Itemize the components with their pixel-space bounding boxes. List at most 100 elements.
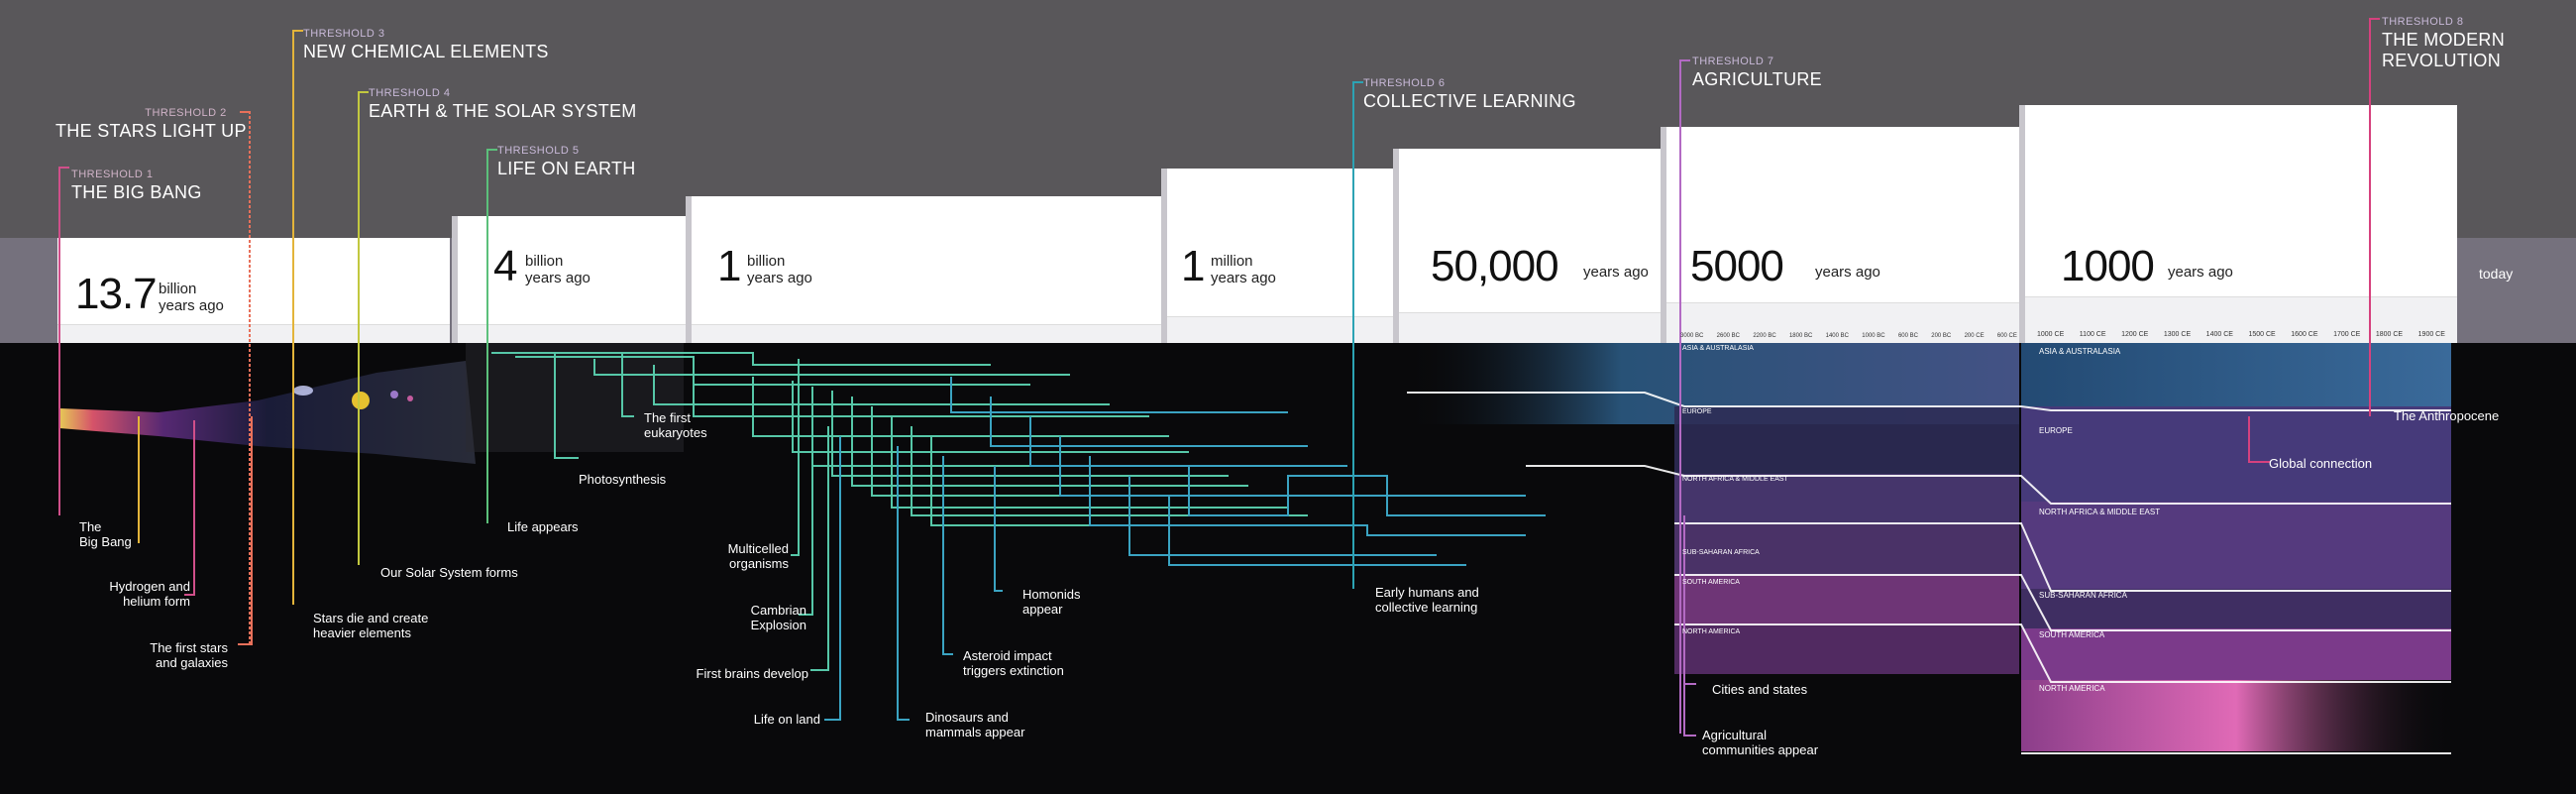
region-samerica-modern xyxy=(2021,628,2451,680)
event-first-stars: The first stars and galaxies xyxy=(150,640,228,670)
tick: 1000 CE xyxy=(2037,331,2065,338)
event-global-connection: Global connection xyxy=(2269,456,2373,471)
event-cities-states: Cities and states xyxy=(1712,682,1808,697)
event-cambrian: Cambrian Explosion xyxy=(750,603,806,632)
threshold-name: THE BIG BANG xyxy=(71,182,202,202)
threshold-name: COLLECTIVE LEARNING xyxy=(1363,91,1576,111)
threshold-3: THRESHOLD 3 NEW CHEMICAL ELEMENTS xyxy=(303,28,549,62)
ticks-5000: 3000 BC 2600 BC 2200 BC 1800 BC 1400 BC … xyxy=(1680,333,2017,339)
threshold-6-tick xyxy=(1353,81,1363,83)
threshold-number: THRESHOLD 4 xyxy=(369,87,451,99)
tick: 1500 CE xyxy=(2248,331,2276,338)
sun-icon xyxy=(352,392,370,409)
threshold-number: THRESHOLD 5 xyxy=(497,145,580,157)
threshold-number: THRESHOLD 7 xyxy=(1692,56,1774,67)
panel-scale-strip xyxy=(1666,302,2023,343)
event-early-humans: Early humans and collective learning xyxy=(1375,585,1479,615)
tick: 1600 CE xyxy=(2291,331,2318,338)
panel-4-billion: 4 billion years ago xyxy=(452,216,690,343)
tick: 200 BC xyxy=(1931,333,1952,339)
galaxy-icon xyxy=(293,386,313,396)
panel-unit: billion years ago xyxy=(525,253,590,286)
tick: 1200 CE xyxy=(2121,331,2149,338)
tick: 1300 CE xyxy=(2163,331,2192,338)
panel-big-number: 5000 xyxy=(1690,242,1784,290)
threshold-number: THRESHOLD 8 xyxy=(2382,16,2464,28)
panel-1-million: 1 million years ago xyxy=(1161,169,1397,343)
event-life-on-land: Life on land xyxy=(753,712,820,727)
region-samerica-band xyxy=(1674,575,2019,624)
region-ssafrica-band xyxy=(1674,523,2019,575)
threshold-name: THE MODERN REVOLUTION xyxy=(2382,30,2505,70)
region-label: SUB-SAHARAN AFRICA xyxy=(2039,591,2127,600)
panel-big-number: 1000 xyxy=(2061,242,2155,290)
panel-unit: years ago xyxy=(2168,264,2233,281)
region-label: SOUTH AMERICA xyxy=(1682,579,1740,586)
tick: 3000 BC xyxy=(1680,333,1704,339)
region-label: NORTH AMERICA xyxy=(2039,684,2105,693)
region-label: ASIA & AUSTRALASIA xyxy=(1682,345,1754,352)
event-big-bang: The Big Bang xyxy=(79,519,132,549)
panel-big-number: 50,000 xyxy=(1431,242,1559,290)
tick: 600 BC xyxy=(1897,333,1918,339)
threshold-2: THRESHOLD 2 THE STARS LIGHT UP xyxy=(55,107,247,142)
event-dinosaurs: Dinosaurs and mammals appear xyxy=(925,710,1025,739)
panel-13-7-billion: 13.7 billion years ago xyxy=(57,238,450,343)
event-hydrogen-helium: Hydrogen and helium form xyxy=(109,579,190,609)
region-label: SOUTH AMERICA xyxy=(2039,630,2105,639)
threshold-4: THRESHOLD 4 EARTH & THE SOLAR SYSTEM xyxy=(369,87,637,122)
event-pointers xyxy=(138,353,2271,737)
threshold-name: LIFE ON EARTH xyxy=(497,159,636,178)
panel-scale-strip xyxy=(458,324,690,343)
threshold-8: THRESHOLD 8 THE MODERN REVOLUTION xyxy=(2382,16,2540,71)
region-label: ASIA & AUSTRALASIA xyxy=(2039,347,2121,356)
event-anthropocene: The Anthropocene xyxy=(2394,408,2500,423)
panel-50000: 50,000 years ago xyxy=(1393,149,1663,343)
region-europe-band xyxy=(1674,406,2019,474)
threshold-number: THRESHOLD 2 xyxy=(145,107,227,119)
region-nafrica-modern xyxy=(2021,502,2451,589)
panel-1-billion: 1 billion years ago xyxy=(686,196,1165,343)
threshold-7: THRESHOLD 7 AGRICULTURE xyxy=(1692,56,1822,90)
threshold-4-tick xyxy=(359,91,369,93)
tree-of-life-blue xyxy=(950,377,1546,566)
panel-unit: years ago xyxy=(1583,264,1649,281)
tick: 1100 CE xyxy=(2079,331,2106,338)
threshold-3-tick xyxy=(293,30,303,32)
panel-scale-strip xyxy=(1399,312,1663,343)
planet-icon xyxy=(390,391,398,398)
tick: 200 CE xyxy=(1964,333,1985,339)
region-label: NORTH AFRICA & MIDDLE EAST xyxy=(2039,508,2161,516)
event-homonids: Homonids appear xyxy=(1022,587,1081,617)
region-nafrica-band xyxy=(1674,474,2019,523)
panel-1000: 1000 years ago xyxy=(2019,105,2457,343)
threshold-1-tick xyxy=(59,167,69,169)
threshold-name: NEW CHEMICAL ELEMENTS xyxy=(303,42,549,61)
threshold-5-tick xyxy=(487,149,497,151)
tick: 1400 BC xyxy=(1825,333,1849,339)
cosmos-band xyxy=(59,361,476,464)
panel-5000: 5000 years ago xyxy=(1661,127,2023,343)
threshold-name: EARTH & THE SOLAR SYSTEM xyxy=(369,101,637,121)
threshold-8-tick xyxy=(2370,18,2380,20)
event-first-brains: First brains develop xyxy=(696,666,808,681)
region-europe-modern xyxy=(2021,406,2451,502)
region-label: NORTH AFRICA & MIDDLE EAST xyxy=(1682,476,1788,483)
tick: 1800 CE xyxy=(2375,331,2404,338)
tick: 1400 CE xyxy=(2205,331,2233,338)
event-asteroid: Asteroid impact triggers extinction xyxy=(963,648,1064,678)
today-label: today xyxy=(2479,266,2514,282)
threshold-6: THRESHOLD 6 COLLECTIVE LEARNING xyxy=(1363,77,1576,112)
panel-scale-strip xyxy=(692,324,1165,343)
region-label: NORTH AMERICA xyxy=(1682,628,1741,635)
panel-scale-strip xyxy=(1167,316,1397,343)
event-agricultural: Agricultural communities appear xyxy=(1702,728,1819,757)
threshold-7-tick xyxy=(1680,59,1690,61)
ticks-1000: 1000 CE 1100 CE 1200 CE 1300 CE 1400 CE … xyxy=(2037,331,2445,338)
tick: 600 CE xyxy=(1996,333,2017,339)
panel-big-number: 4 xyxy=(493,242,518,290)
event-stars-die: Stars die and create heavier elements xyxy=(313,611,429,640)
region-label: SUB-SAHARAN AFRICA xyxy=(1682,549,1760,556)
